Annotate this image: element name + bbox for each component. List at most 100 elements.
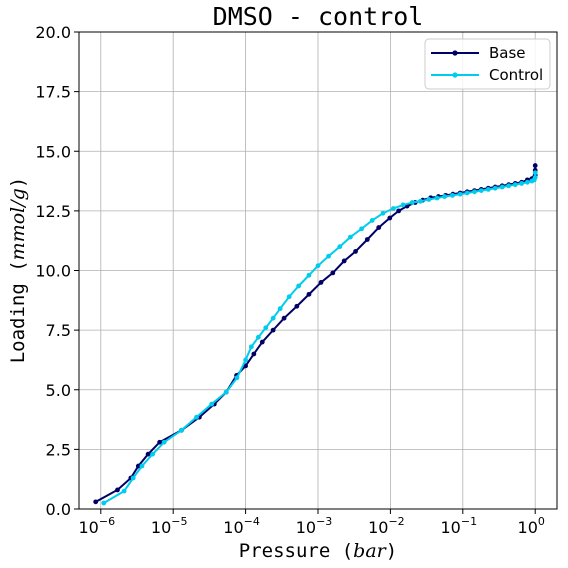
data-point bbox=[442, 194, 447, 199]
data-point bbox=[512, 182, 518, 188]
data-point bbox=[390, 206, 396, 211]
data-point bbox=[532, 175, 538, 180]
data-point bbox=[318, 280, 324, 285]
data-point bbox=[179, 427, 184, 433]
data-point bbox=[121, 488, 127, 494]
series-control bbox=[101, 170, 538, 506]
x-tick-label: 10−3 bbox=[296, 515, 333, 537]
data-point bbox=[270, 327, 276, 333]
data-point bbox=[161, 439, 167, 445]
data-point bbox=[485, 187, 491, 192]
data-point bbox=[478, 188, 484, 194]
data-point bbox=[499, 184, 505, 190]
x-axis-label-prefix: Pressure ( bbox=[239, 540, 353, 562]
legend-swatch-marker bbox=[452, 50, 458, 56]
y-tick-label: 7.5 bbox=[46, 321, 71, 340]
data-point bbox=[532, 163, 538, 168]
data-point bbox=[130, 475, 136, 481]
series-line-control bbox=[103, 172, 537, 504]
x-axis-label-suffix: ) bbox=[386, 540, 397, 562]
x-tick-label: 10−5 bbox=[151, 515, 188, 537]
y-tick-label: 17.5 bbox=[35, 83, 71, 102]
data-point bbox=[263, 325, 269, 331]
data-point bbox=[396, 208, 402, 214]
data-point bbox=[234, 375, 240, 381]
data-point bbox=[464, 190, 470, 196]
data-point bbox=[294, 303, 300, 309]
data-point bbox=[359, 226, 364, 232]
data-point bbox=[341, 258, 347, 264]
series-base bbox=[93, 163, 538, 505]
data-point bbox=[248, 344, 254, 350]
data-point bbox=[139, 463, 145, 469]
data-point bbox=[115, 487, 120, 493]
data-point bbox=[135, 463, 141, 469]
data-point bbox=[270, 315, 276, 321]
series-line-base bbox=[95, 165, 537, 503]
data-point bbox=[492, 185, 498, 191]
data-point bbox=[286, 294, 292, 300]
data-point bbox=[418, 198, 423, 204]
data-point bbox=[337, 244, 343, 250]
y-axis-label-unit: mmol/g bbox=[7, 188, 29, 260]
y-axis-label-suffix: ) bbox=[7, 177, 29, 188]
legend: Base Control bbox=[424, 38, 551, 90]
data-point bbox=[194, 414, 199, 420]
x-axis-label-unit: bar bbox=[353, 540, 387, 562]
grid bbox=[79, 31, 557, 510]
data-point bbox=[472, 189, 477, 195]
data-point bbox=[277, 306, 283, 312]
data-point bbox=[93, 499, 99, 505]
legend-label: Control bbox=[489, 66, 543, 84]
x-axis-ticks: 10−6 10−5 10−4 10−3 10−2 10−1 100 bbox=[79, 509, 545, 537]
data-point bbox=[209, 401, 215, 407]
data-point bbox=[364, 237, 370, 242]
y-tick-label: 15.0 bbox=[35, 142, 71, 161]
data-point bbox=[519, 181, 525, 186]
x-tick-label: 10−1 bbox=[441, 515, 478, 537]
data-point bbox=[145, 451, 151, 457]
data-point bbox=[259, 339, 265, 345]
data-point bbox=[369, 218, 375, 223]
legend-label: Base bbox=[489, 44, 526, 62]
legend-swatch-marker bbox=[452, 72, 458, 78]
y-tick-label: 2.5 bbox=[46, 440, 71, 459]
y-tick-label: 10.0 bbox=[35, 262, 71, 281]
data-point bbox=[457, 191, 463, 197]
y-tick-label: 5.0 bbox=[46, 381, 71, 400]
data-point bbox=[330, 270, 336, 276]
legend-entry-base: Base bbox=[431, 44, 526, 62]
data-point bbox=[296, 283, 302, 289]
data-point bbox=[353, 249, 358, 254]
x-tick-label: 100 bbox=[518, 515, 545, 537]
legend-entry-control: Control bbox=[431, 66, 543, 84]
data-point bbox=[376, 225, 382, 230]
legend-entries: Base Control bbox=[431, 44, 543, 84]
data-point bbox=[380, 210, 386, 216]
data-point bbox=[326, 253, 331, 259]
y-tick-label: 20.0 bbox=[35, 23, 71, 42]
data-point bbox=[450, 192, 455, 198]
data-point bbox=[532, 170, 538, 176]
data-point bbox=[400, 202, 406, 208]
data-point bbox=[524, 179, 530, 185]
y-tick-label: 12.5 bbox=[35, 202, 71, 221]
data-point bbox=[255, 334, 261, 340]
data-point bbox=[426, 197, 432, 202]
data-point bbox=[306, 272, 312, 278]
y-tick-label: 0.0 bbox=[46, 500, 71, 519]
y-axis-ticks: 0.0 2.5 5.0 7.5 10.0 12.5 15.0 17.5 20.0 bbox=[35, 23, 79, 519]
data-point bbox=[101, 500, 107, 506]
data-point bbox=[434, 195, 440, 201]
x-tick-label: 10−4 bbox=[223, 515, 260, 537]
data-point bbox=[315, 263, 321, 269]
x-tick-label: 10−2 bbox=[368, 515, 405, 537]
x-tick-label: 10−6 bbox=[79, 515, 116, 537]
data-point bbox=[306, 291, 312, 297]
data-point bbox=[243, 357, 248, 363]
data-point bbox=[387, 215, 393, 221]
data-point bbox=[223, 389, 229, 395]
data-point bbox=[281, 315, 287, 321]
data-point bbox=[150, 451, 156, 457]
